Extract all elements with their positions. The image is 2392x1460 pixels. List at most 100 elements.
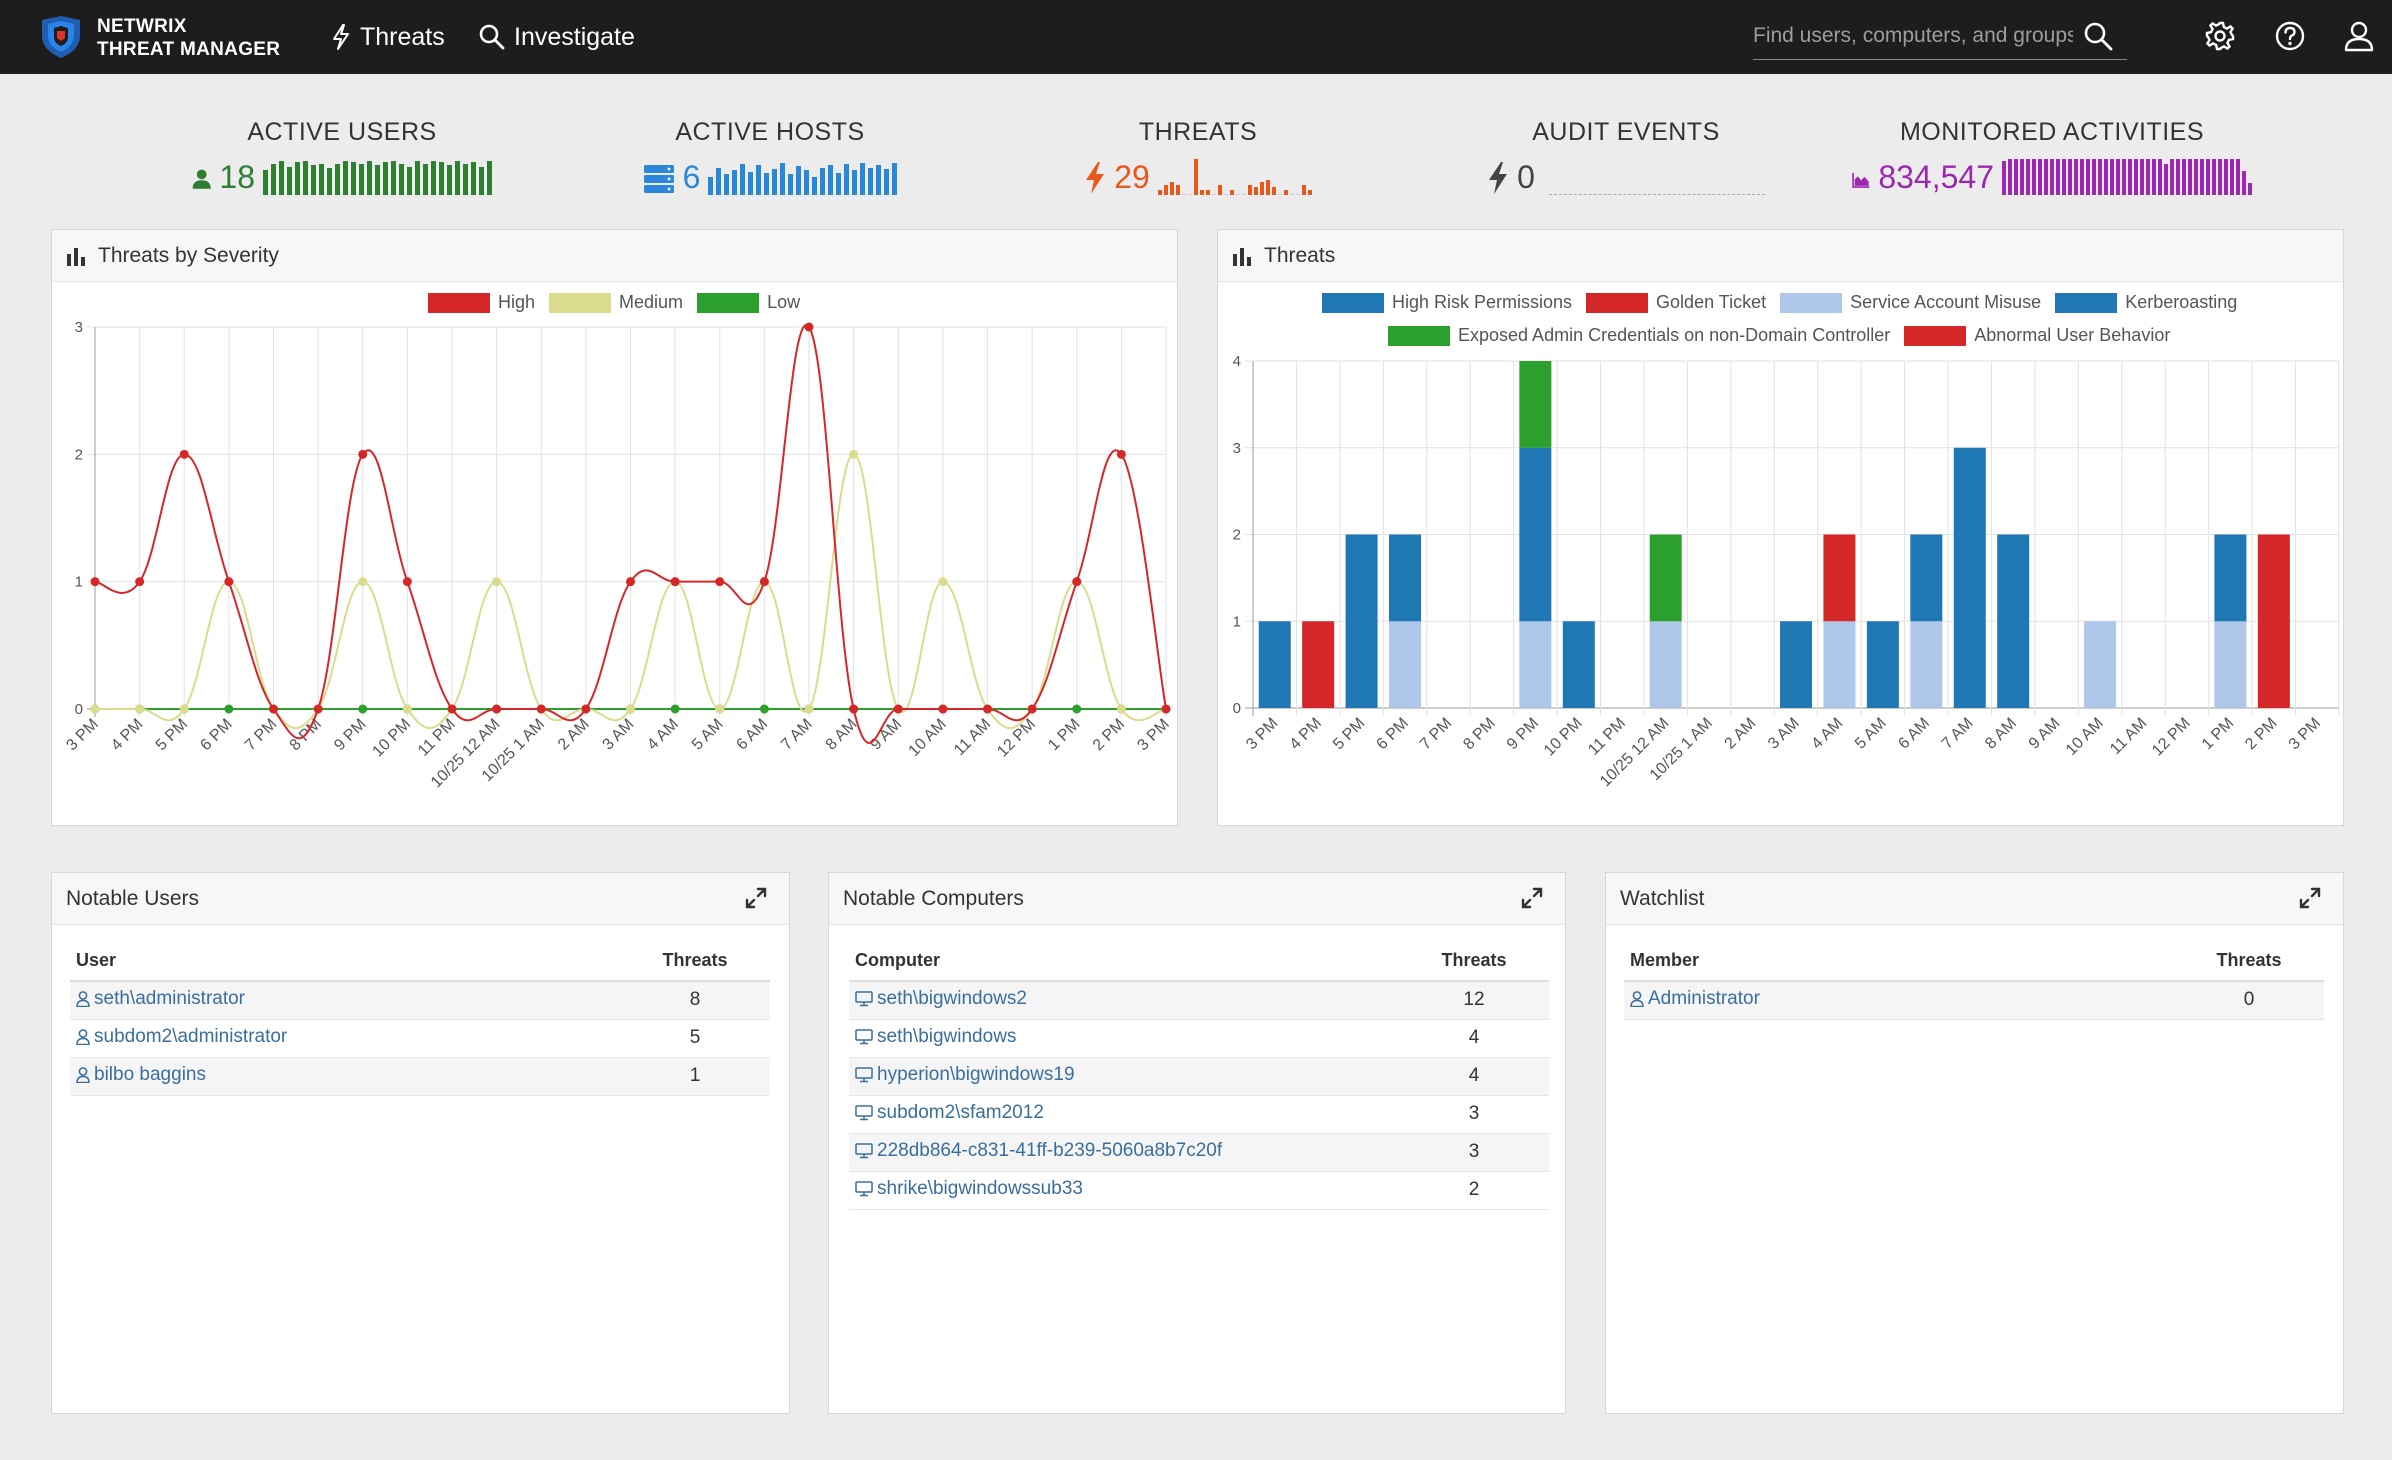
data-point[interactable] (1116, 704, 1126, 714)
legend-item[interactable]: Golden Ticket (1586, 292, 1766, 313)
stat-active-users[interactable]: ACTIVE USERS 18 (192, 118, 492, 195)
data-point[interactable] (804, 322, 814, 332)
data-point[interactable] (492, 704, 502, 714)
stat-active-hosts[interactable]: ACTIVE HOSTS 6 (620, 118, 920, 195)
entity-link[interactable]: bilbo baggins (76, 1064, 206, 1086)
bar-segment[interactable] (1997, 534, 2030, 709)
help-icon[interactable] (2274, 20, 2306, 52)
column-header-threats[interactable]: Threats (1399, 941, 1549, 982)
stat-monitored-activities[interactable]: MONITORED ACTIVITIES 834,547 (1852, 118, 2252, 195)
data-point[interactable] (179, 449, 189, 459)
bar-segment[interactable] (1866, 621, 1899, 708)
search-icon[interactable] (2083, 21, 2113, 51)
data-point[interactable] (715, 704, 725, 714)
data-point[interactable] (492, 577, 502, 587)
data-point[interactable] (893, 704, 903, 714)
bar-segment[interactable] (1823, 621, 1856, 708)
column-header-user[interactable]: User (70, 941, 620, 982)
data-point[interactable] (849, 704, 859, 714)
expand-icon[interactable] (745, 887, 767, 909)
data-point[interactable] (402, 577, 412, 587)
bar-segment[interactable] (1780, 621, 1812, 708)
bar-segment[interactable] (1910, 621, 1943, 708)
data-point[interactable] (135, 704, 145, 714)
entity-link[interactable]: subdom2\administrator (76, 1026, 287, 1048)
data-point[interactable] (938, 704, 948, 714)
bar-segment[interactable] (1910, 534, 1943, 622)
legend-item[interactable]: High (428, 292, 535, 313)
global-search-input[interactable] (1753, 14, 2073, 58)
legend-item[interactable]: Kerberoasting (2055, 292, 2237, 313)
expand-icon[interactable] (1521, 887, 1543, 909)
bar-segment[interactable] (1562, 621, 1595, 708)
data-point[interactable] (313, 704, 323, 714)
entity-link[interactable]: shrike\bigwindowssub33 (855, 1178, 1083, 1200)
bar-segment[interactable] (1519, 621, 1552, 708)
legend-item[interactable]: Service Account Misuse (1780, 292, 2041, 313)
data-point[interactable] (536, 704, 546, 714)
bar-segment[interactable] (1345, 534, 1378, 709)
netwrix-logo[interactable] (38, 14, 84, 60)
entity-link[interactable]: 228db864-c831-41ff-b239-5060a8b7c20f (855, 1140, 1222, 1162)
stat-threats[interactable]: THREATS 29 (1048, 118, 1348, 195)
bar-segment[interactable] (2214, 534, 2247, 622)
data-point[interactable] (1072, 704, 1082, 714)
nav-investigate[interactable]: Investigate (478, 21, 635, 53)
data-point[interactable] (759, 704, 769, 714)
data-point[interactable] (90, 704, 100, 714)
data-point[interactable] (626, 577, 635, 587)
bar-segment[interactable] (1823, 534, 1856, 622)
data-point[interactable] (224, 577, 234, 587)
bar-segment[interactable] (1953, 447, 1986, 708)
bar-segment[interactable] (1302, 621, 1335, 708)
column-header-computer[interactable]: Computer (849, 941, 1399, 982)
bar-segment[interactable] (1519, 447, 1552, 622)
data-point[interactable] (626, 704, 635, 714)
bar-segment[interactable] (2214, 621, 2247, 708)
gear-icon[interactable] (2204, 20, 2236, 52)
legend-item[interactable]: Exposed Admin Credentials on non-Domain … (1388, 325, 1890, 346)
data-point[interactable] (759, 577, 769, 587)
legend-item[interactable]: Medium (549, 292, 683, 313)
legend-item[interactable]: High Risk Permissions (1322, 292, 1572, 313)
bar-segment[interactable] (1519, 361, 1552, 448)
bar-segment[interactable] (1258, 621, 1291, 708)
data-point[interactable] (1072, 577, 1082, 587)
bar-segment[interactable] (1389, 534, 1422, 622)
data-point[interactable] (269, 704, 278, 714)
entity-link[interactable]: hyperion\bigwindows19 (855, 1064, 1075, 1086)
column-header-threats[interactable]: Threats (620, 941, 770, 982)
data-point[interactable] (670, 704, 680, 714)
data-point[interactable] (179, 704, 189, 714)
data-point[interactable] (1161, 704, 1171, 714)
data-point[interactable] (358, 449, 368, 459)
entity-link[interactable]: Administrator (1630, 988, 1760, 1010)
user-account-icon[interactable] (2343, 20, 2375, 52)
data-point[interactable] (849, 449, 859, 459)
column-header-threats[interactable]: Threats (2174, 941, 2324, 982)
bar-segment[interactable] (2257, 534, 2290, 709)
nav-threats[interactable]: Threats (330, 21, 445, 53)
data-point[interactable] (804, 704, 814, 714)
data-point[interactable] (358, 577, 368, 587)
data-point[interactable] (90, 577, 100, 587)
entity-link[interactable]: seth\bigwindows (855, 1026, 1016, 1048)
entity-link[interactable]: seth\bigwindows2 (855, 988, 1027, 1010)
stat-audit-events[interactable]: AUDIT EVENTS 0 (1476, 118, 1776, 195)
column-header-member[interactable]: Member (1624, 941, 2174, 982)
legend-item[interactable]: Abnormal User Behavior (1904, 325, 2170, 346)
data-point[interactable] (447, 704, 457, 714)
data-point[interactable] (1027, 704, 1037, 714)
entity-link[interactable]: subdom2\sfam2012 (855, 1102, 1044, 1124)
data-point[interactable] (581, 704, 591, 714)
data-point[interactable] (358, 704, 368, 714)
legend-item[interactable]: Low (697, 292, 800, 313)
bar-segment[interactable] (1389, 621, 1422, 708)
bar-segment[interactable] (1649, 534, 1682, 622)
bar-segment[interactable] (2084, 621, 2117, 708)
data-point[interactable] (402, 704, 412, 714)
expand-icon[interactable] (2299, 887, 2321, 909)
entity-link[interactable]: seth\administrator (76, 988, 245, 1010)
data-point[interactable] (670, 577, 680, 587)
bar-segment[interactable] (1649, 621, 1682, 708)
